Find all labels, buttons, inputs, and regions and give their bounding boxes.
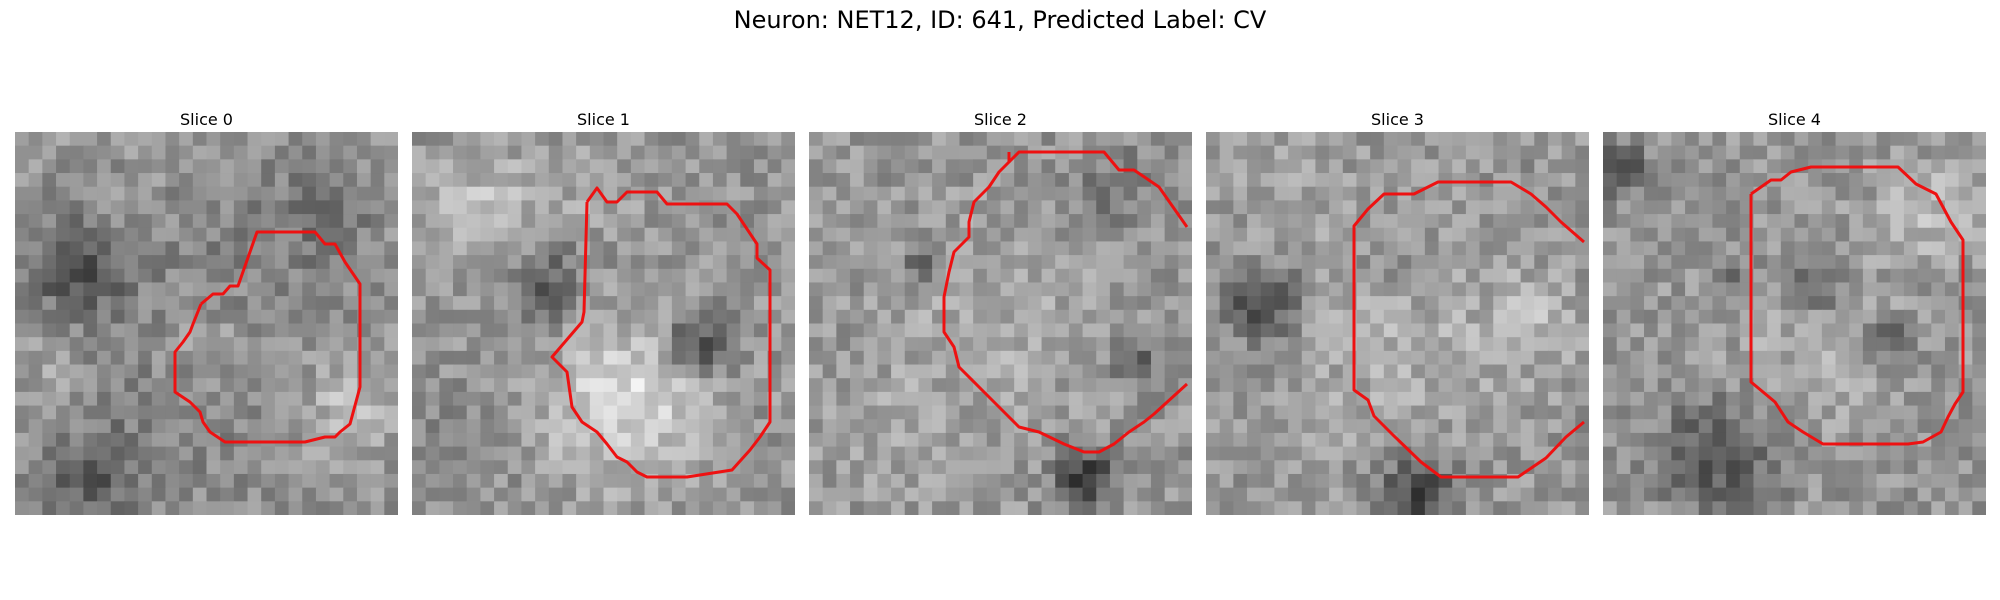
slice-panel-1: Slice 1 [412,108,795,515]
slice-image [15,132,398,515]
slice-title: Slice 4 [1768,110,1821,129]
slice-panel-3: Slice 3 [1206,108,1589,515]
slice-title: Slice 0 [180,110,233,129]
grayscale-image [809,132,1192,515]
roi-contour [550,186,772,479]
roi-contour [173,230,362,444]
roi-contour-upper [1007,150,1189,228]
slice-panel-4: Slice 4 [1603,108,1986,515]
grayscale-image [412,132,795,515]
grayscale-image [1206,132,1589,515]
roi-contour [1352,180,1585,479]
slice-panel-0: Slice 0 [15,108,398,515]
slice-image [809,132,1192,515]
slice-panel-2: Slice 2 [809,108,1192,515]
slice-image [1603,132,1986,515]
slice-image [1206,132,1589,515]
grayscale-image [1603,132,1986,515]
roi-contour [1749,165,1965,446]
figure-title: Neuron: NET12, ID: 641, Predicted Label:… [733,6,1267,34]
slice-title: Slice 3 [1371,110,1424,129]
slice-title: Slice 1 [577,110,630,129]
grayscale-image [15,132,398,515]
roi-contour [942,152,1189,454]
slice-image [412,132,795,515]
slice-title: Slice 2 [974,110,1027,129]
